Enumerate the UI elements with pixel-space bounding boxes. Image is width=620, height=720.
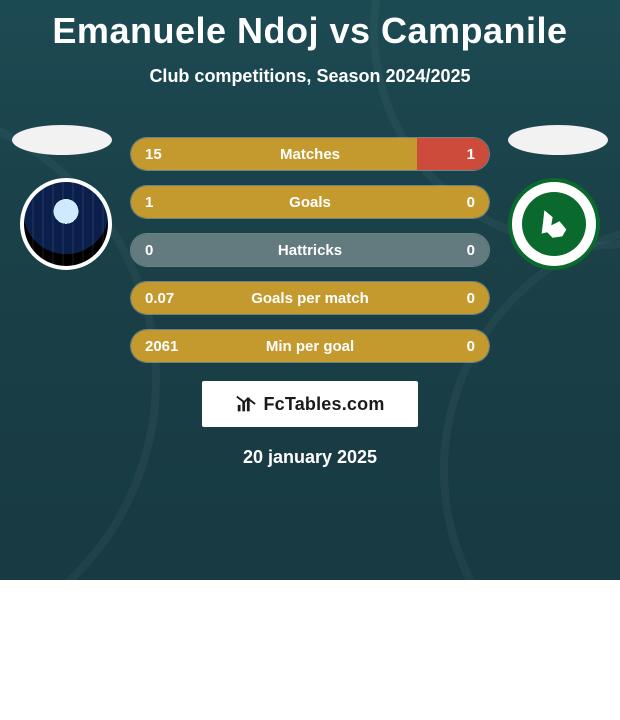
stat-right-value: 1 xyxy=(467,146,475,163)
player-head-right xyxy=(508,125,608,155)
stat-row: 0 Hattricks 0 xyxy=(130,233,490,267)
stat-label: Matches xyxy=(280,146,340,163)
stat-right-value: 0 xyxy=(467,290,475,307)
page-subtitle: Club competitions, Season 2024/2025 xyxy=(149,66,470,87)
comparison-rows: 15 Matches 1 1 Goals 0 0 Hattricks 0 0.07 Goals pe… xyxy=(130,137,490,363)
brand-text: FcTables.com xyxy=(263,394,384,415)
stat-row: 1 Goals 0 xyxy=(130,185,490,219)
team-crest-right xyxy=(508,178,600,270)
stat-left-value: 15 xyxy=(145,146,162,163)
stat-right-value: 0 xyxy=(467,242,475,259)
chart-icon xyxy=(235,393,257,415)
stat-left-value: 0.07 xyxy=(145,290,174,307)
stat-left-value: 2061 xyxy=(145,338,178,355)
stat-right-value: 0 xyxy=(467,338,475,355)
stat-label: Min per goal xyxy=(266,338,354,355)
stat-label: Goals per match xyxy=(251,290,369,307)
player-head-left xyxy=(12,125,112,155)
stat-right-value: 0 xyxy=(467,194,475,211)
stat-row: 15 Matches 1 xyxy=(130,137,490,171)
stat-row: 0.07 Goals per match 0 xyxy=(130,281,490,315)
stat-left-value: 0 xyxy=(145,242,153,259)
team-crest-left xyxy=(20,178,112,270)
wolf-icon xyxy=(522,192,586,256)
stat-left-value: 1 xyxy=(145,194,153,211)
stat-label: Goals xyxy=(289,194,331,211)
stat-label: Hattricks xyxy=(278,242,342,259)
stat-row: 2061 Min per goal 0 xyxy=(130,329,490,363)
page-title: Emanuele Ndoj vs Campanile xyxy=(52,10,567,52)
date-text: 20 january 2025 xyxy=(243,447,377,468)
content: Emanuele Ndoj vs Campanile Club competit… xyxy=(0,0,620,468)
brand-box: FcTables.com xyxy=(202,381,418,427)
